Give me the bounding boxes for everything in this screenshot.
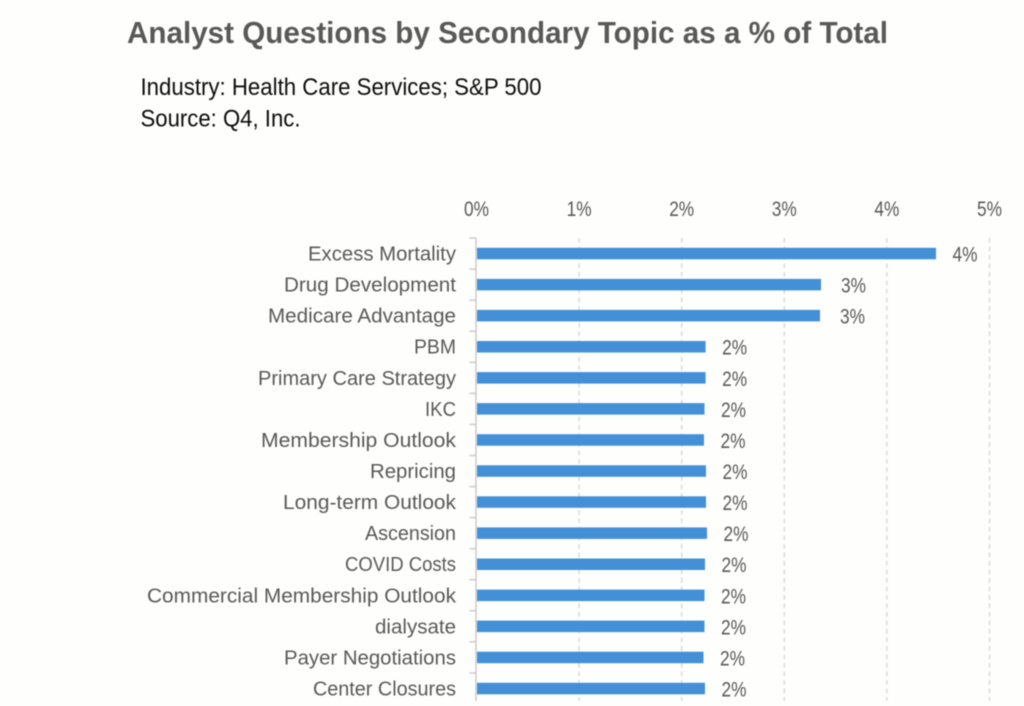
svg-text:2%: 2% <box>723 460 748 484</box>
svg-text:2%: 2% <box>721 584 746 608</box>
svg-text:4%: 4% <box>874 197 899 221</box>
svg-text:5%: 5% <box>977 197 1002 221</box>
svg-text:3%: 3% <box>841 274 866 298</box>
svg-text:2%: 2% <box>724 522 749 546</box>
svg-text:COVID Costs: COVID Costs <box>345 554 456 576</box>
svg-text:Medicare Advantage: Medicare Advantage <box>268 306 456 328</box>
svg-text:Commercial Membership Outlook: Commercial Membership Outlook <box>147 585 457 607</box>
svg-text:Drug Development: Drug Development <box>284 275 456 297</box>
svg-text:Excess Mortality: Excess Mortality <box>308 244 456 266</box>
svg-text:1%: 1% <box>567 197 592 221</box>
svg-text:2%: 2% <box>721 615 746 639</box>
svg-text:2%: 2% <box>722 678 747 702</box>
svg-text:Analyst Questions by Secondary: Analyst Questions by Secondary Topic as … <box>127 15 888 50</box>
svg-text:PBM: PBM <box>414 337 456 359</box>
svg-text:2%: 2% <box>720 646 745 670</box>
svg-text:Membership Outlook: Membership Outlook <box>261 430 457 452</box>
svg-text:Industry: Health Care Services: Industry: Health Care Services; S&P 500 <box>141 74 542 101</box>
svg-text:0%: 0% <box>464 197 489 221</box>
svg-text:Ascension: Ascension <box>365 523 456 545</box>
svg-text:2%: 2% <box>722 367 747 391</box>
svg-text:Long-term Outlook: Long-term Outlook <box>283 492 457 514</box>
svg-text:4%: 4% <box>953 243 978 267</box>
svg-text:IKC: IKC <box>425 399 456 421</box>
svg-text:2%: 2% <box>722 553 747 577</box>
svg-text:2%: 2% <box>721 429 746 453</box>
svg-text:Source: Q4, Inc.: Source: Q4, Inc. <box>141 106 301 133</box>
svg-text:2%: 2% <box>669 197 694 221</box>
svg-text:3%: 3% <box>772 197 797 221</box>
svg-text:Primary Care Strategy: Primary Care Strategy <box>258 368 456 390</box>
svg-text:Center Closures: Center Closures <box>313 679 456 701</box>
svg-text:3%: 3% <box>840 305 865 329</box>
svg-text:2%: 2% <box>723 491 748 515</box>
svg-text:2%: 2% <box>722 336 747 360</box>
svg-text:Repricing: Repricing <box>370 461 456 483</box>
svg-text:dialysate: dialysate <box>375 616 456 638</box>
svg-text:2%: 2% <box>721 398 746 422</box>
svg-text:Payer Negotiations: Payer Negotiations <box>284 647 456 669</box>
